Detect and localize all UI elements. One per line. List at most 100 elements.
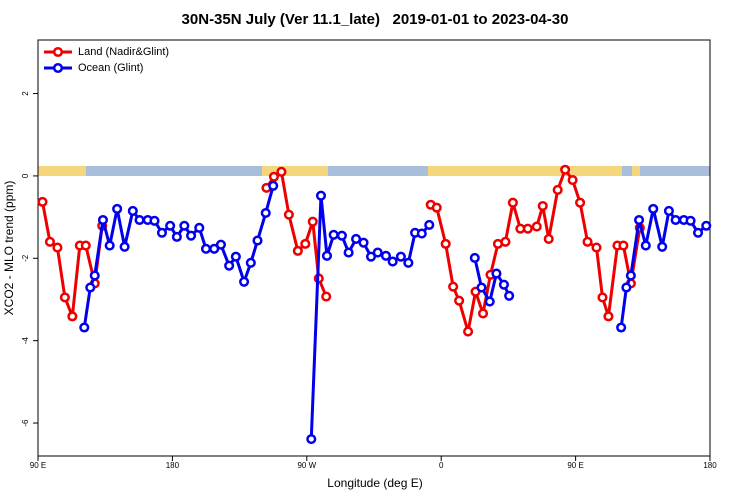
series-marker [575,197,586,208]
series-marker [582,236,593,247]
series-marker [469,252,480,263]
series-marker [498,279,509,290]
series-marker [149,215,160,226]
plot-frame [37,39,711,457]
series-marker [268,180,279,191]
series-marker [104,240,115,251]
series-marker [685,215,696,226]
series-marker [500,236,511,247]
series-marker [171,231,182,242]
series-marker [276,166,287,177]
series-marker [618,240,629,251]
series-marker [230,251,241,262]
series-marker [358,237,369,248]
series-marker [477,308,489,319]
series-marker [165,220,176,231]
series-marker [283,209,294,220]
land-band [262,166,328,176]
series-line [430,168,642,334]
series-marker [252,235,263,246]
series-marker [560,164,571,175]
y-axis-title: XCO2 - MLO trend (ppm) [2,181,16,316]
series-marker [387,256,398,267]
series-marker [657,241,668,252]
series-marker [440,238,451,249]
series-marker [484,296,495,307]
land-band [632,166,640,176]
series-marker [531,221,542,232]
series-marker [224,260,235,271]
series-marker [200,243,212,254]
series-marker [215,239,226,250]
series-marker [119,241,130,252]
series-marker [567,174,578,186]
land-band [428,166,622,176]
series-marker [186,230,197,241]
x-tick-label: 90 E [30,461,46,470]
series-marker [343,247,354,258]
series-marker [336,230,347,241]
series-marker [693,227,704,238]
series-marker [44,236,55,247]
series-marker [300,238,311,249]
series-marker [591,242,602,253]
series-line [41,201,104,318]
series-marker [134,214,145,226]
series-marker [395,251,406,262]
series-marker [321,291,332,302]
series-marker [112,203,123,214]
y-tick-label: 2 [21,91,30,96]
series-marker [454,295,465,306]
surface-mask [38,166,710,176]
series-marker [380,250,391,261]
y-tick-label: -6 [21,419,30,427]
series-marker [156,227,167,238]
series-marker [306,434,317,445]
series-marker [37,196,48,207]
series-marker [416,228,427,239]
series-marker [552,184,563,195]
series-marker [648,203,659,214]
series-marker [670,214,681,226]
series-marker [89,270,100,281]
series-marker [67,311,78,322]
series-marker [543,233,554,244]
series-marker [52,242,63,253]
series-marker [372,247,383,258]
series-marker [640,240,651,251]
series-marker [597,292,608,303]
series-marker [663,205,674,216]
x-tick-label: 180 [166,461,180,470]
x-tick-label: 90 W [297,461,316,470]
y-tick-label: 0 [21,173,30,178]
series-marker [97,214,109,226]
series-marker [85,282,96,293]
x-tick-label: 90 E [567,461,583,470]
series-marker [79,322,90,333]
x-tick-label: 0 [439,461,444,470]
legend-label: Land (Nadir&Glint) [78,46,169,58]
series-marker [616,322,627,333]
series-marker [245,257,256,268]
x-axis-title: Longitude (deg E) [327,476,422,490]
legend-swatch-marker [52,46,64,58]
y-tick-label: -2 [21,254,30,262]
series-marker [403,257,414,268]
ocean-band [38,166,710,176]
series-marker [239,276,250,287]
series-marker [268,171,279,182]
series-marker [625,270,636,281]
series-marker [424,219,435,230]
series-marker [621,282,632,293]
series-marker [351,233,362,244]
series-marker [127,205,138,216]
series-marker [307,216,318,227]
series-marker [321,250,333,261]
series-marker [522,223,533,234]
series-marker [507,197,518,208]
legend-label: Ocean (Glint) [78,62,143,74]
series-marker [80,240,91,251]
land-band [38,166,86,176]
